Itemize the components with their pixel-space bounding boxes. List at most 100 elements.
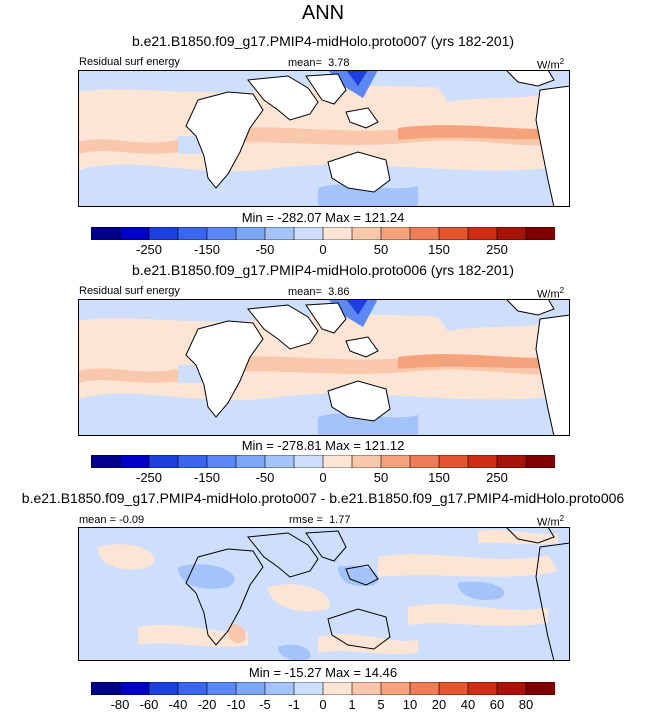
colorbar-cell bbox=[177, 227, 208, 240]
panel3-mean-value: -0.09 bbox=[119, 514, 145, 526]
colorbar-tick: 60 bbox=[489, 697, 505, 712]
positive-anomaly-patches bbox=[98, 530, 558, 654]
colorbar-tick: -20 bbox=[197, 697, 217, 712]
colorbar-tick: 0 bbox=[319, 697, 327, 712]
south-blue-band bbox=[78, 164, 570, 207]
panel2-map bbox=[78, 299, 570, 436]
colorbar-tick: 50 bbox=[373, 242, 389, 257]
colorbar-cell bbox=[322, 227, 353, 240]
panel1-mean-value: 3.78 bbox=[328, 57, 350, 69]
colorbar-cell bbox=[148, 455, 179, 468]
maritime-continent bbox=[345, 564, 379, 586]
panel1-map bbox=[78, 70, 570, 207]
panel2-variable-label: Residual surf energy bbox=[79, 285, 180, 297]
colorbar-tick: -150 bbox=[193, 470, 221, 485]
colorbar-cell bbox=[206, 455, 237, 468]
colorbar-tick: 40 bbox=[460, 697, 476, 712]
colorbar-cell bbox=[380, 455, 411, 468]
colorbar-cell bbox=[409, 682, 440, 695]
central-america bbox=[505, 70, 555, 87]
panel3-rmse-label: rmse = 1.77 bbox=[289, 514, 351, 526]
strong-positive-patches bbox=[227, 624, 246, 644]
colorbar-cell bbox=[351, 227, 382, 240]
colorbar-cell bbox=[322, 455, 353, 468]
colorbar-cell bbox=[235, 455, 266, 468]
colorbar-cell bbox=[496, 682, 527, 695]
colorbar-cell bbox=[264, 227, 295, 240]
africa bbox=[185, 320, 264, 418]
south-blue-patch bbox=[318, 413, 418, 436]
npac-cool-patch bbox=[438, 80, 548, 102]
africa bbox=[185, 91, 264, 189]
colorbar-cell bbox=[322, 682, 353, 695]
panel1-variable-label: Residual surf energy bbox=[79, 56, 180, 68]
central-america bbox=[505, 299, 555, 316]
colorbar-tick: -60 bbox=[139, 697, 159, 712]
colorbar-cell bbox=[148, 682, 179, 695]
atlantic-warm-band bbox=[78, 139, 178, 154]
colorbar-cell bbox=[264, 455, 295, 468]
colorbar-cell bbox=[467, 682, 498, 695]
panel1-title: b.e21.B1850.f09_g17.PMIP4-midHolo.proto0… bbox=[131, 33, 515, 49]
panel3-map bbox=[78, 527, 570, 661]
india bbox=[305, 73, 347, 105]
gulf-stream-blue bbox=[328, 299, 378, 327]
colorbar-tick: -50 bbox=[255, 242, 275, 257]
continents bbox=[185, 527, 570, 661]
colorbar-tick: -5 bbox=[259, 697, 271, 712]
colorbar-cell bbox=[293, 682, 324, 695]
equatorial-band-strong bbox=[398, 125, 558, 140]
colorbar-cell bbox=[380, 682, 411, 695]
npac-cool-patch bbox=[438, 309, 548, 331]
colorbar-tick: 0 bbox=[319, 470, 327, 485]
colorbar-cell bbox=[148, 227, 179, 240]
panel2-min-max: Min = -278.81 Max = 121.12 bbox=[241, 438, 405, 453]
colorbar-cell bbox=[351, 682, 382, 695]
atlantic-warm-band bbox=[78, 368, 178, 383]
panel2-mean-value: 3.86 bbox=[328, 286, 350, 298]
gulf-stream-core bbox=[346, 70, 368, 86]
colorbar-cell bbox=[119, 682, 150, 695]
colorbar-tick: 1 bbox=[348, 697, 356, 712]
south-america bbox=[535, 542, 570, 661]
australia bbox=[327, 151, 391, 193]
australia bbox=[327, 380, 391, 422]
colorbar-cell bbox=[496, 455, 527, 468]
colorbar-tick: -10 bbox=[226, 697, 246, 712]
panel3-mean-label: mean = -0.09 bbox=[79, 514, 145, 526]
panel1-min-max: Min = -282.07 Max = 121.24 bbox=[241, 210, 405, 225]
panel1-units: W/m2 bbox=[537, 57, 565, 72]
colorbar-tick: -250 bbox=[135, 470, 163, 485]
colorbar-cell bbox=[438, 227, 469, 240]
colorbar-cell bbox=[351, 455, 382, 468]
panel1-colorbar bbox=[91, 227, 555, 240]
colorbar-cell bbox=[467, 455, 498, 468]
maritime-continent bbox=[345, 336, 379, 358]
colorbar-tick: 250 bbox=[486, 470, 508, 485]
colorbar-cell bbox=[206, 682, 237, 695]
colorbar-tick: -1 bbox=[288, 697, 300, 712]
colorbar-tick: -150 bbox=[193, 242, 221, 257]
colorbar-cell bbox=[91, 455, 121, 468]
page-title: ANN bbox=[301, 2, 345, 24]
colorbar-cell bbox=[525, 682, 555, 695]
colorbar-cell bbox=[293, 227, 324, 240]
colorbar-tick: 250 bbox=[486, 242, 508, 257]
central-america bbox=[505, 527, 555, 544]
africa bbox=[185, 548, 264, 646]
colorbar-cell bbox=[438, 455, 469, 468]
colorbar-tick: 80 bbox=[518, 697, 534, 712]
colorbar-tick: 5 bbox=[377, 697, 385, 712]
india bbox=[305, 302, 347, 334]
colorbar-tick: -40 bbox=[168, 697, 188, 712]
map-frame bbox=[78, 70, 570, 207]
colorbar-tick: 10 bbox=[402, 697, 418, 712]
colorbar-cell bbox=[409, 227, 440, 240]
colorbar-cell bbox=[525, 227, 555, 240]
colorbar-cell bbox=[293, 455, 324, 468]
gulf-stream-blue bbox=[328, 70, 378, 98]
map-frame bbox=[78, 299, 570, 436]
india bbox=[305, 530, 347, 562]
colorbar-tick: 20 bbox=[431, 697, 447, 712]
south-america bbox=[535, 314, 570, 436]
